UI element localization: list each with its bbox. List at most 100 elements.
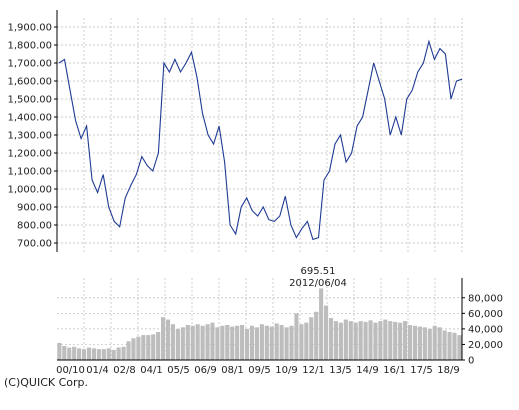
volume-bar <box>111 349 116 360</box>
price-y-tick-label: 1,900.00 <box>7 23 52 34</box>
volume-bar <box>190 325 195 360</box>
volume-bar <box>240 325 245 360</box>
volume-bar <box>175 328 180 360</box>
volume-bar <box>200 325 205 360</box>
x-tick-label: 14/9 <box>356 365 378 376</box>
volume-bar <box>220 325 225 360</box>
volume-bar <box>57 342 62 360</box>
volume-bar <box>368 320 373 360</box>
volume-bar <box>358 321 363 360</box>
price-y-axis-labels: 1,900.00 1,800.00 1,700.00 1,600.00 1,500.00… <box>7 23 52 250</box>
volume-bar <box>304 322 309 360</box>
x-tick-label: 06/9 <box>194 365 216 376</box>
volume-bar <box>324 305 329 360</box>
volume-bar <box>442 330 447 360</box>
volume-bar <box>86 347 92 360</box>
annotation-date: 2012/06/04 <box>289 278 347 289</box>
volume-bar <box>299 324 304 360</box>
volume-bar <box>314 311 319 360</box>
volume-bar <box>328 318 334 360</box>
volume-bar <box>259 324 264 360</box>
x-tick-label: 12/1 <box>302 365 324 376</box>
price-y-tick-label: 900.00 <box>17 203 52 214</box>
volume-bar <box>388 321 393 360</box>
volume-bar <box>343 319 348 360</box>
price-y-tick-label: 1,300.00 <box>7 131 52 142</box>
price-y-tick-label: 1,000.00 <box>7 185 52 196</box>
volume-bar <box>91 348 97 360</box>
volume-bar <box>77 348 82 360</box>
volume-bar <box>205 324 210 360</box>
volume-bar <box>146 335 151 360</box>
volume-bar <box>269 326 274 360</box>
x-tick-label: 09/5 <box>248 365 270 376</box>
volume-bar <box>126 341 131 360</box>
x-tick-label: 13/5 <box>329 365 351 376</box>
volume-bar <box>195 324 200 360</box>
price-grid <box>57 18 463 252</box>
volume-bar <box>383 319 388 360</box>
volume-bar <box>72 346 77 360</box>
volume-bar <box>106 348 111 360</box>
price-y-tick-label: 1,200.00 <box>7 149 52 160</box>
price-y-tick-label: 800.00 <box>17 221 52 232</box>
volume-bar <box>151 334 156 360</box>
volume-bar <box>407 325 413 360</box>
x-tick-label: 04/1 <box>140 365 162 376</box>
volume-bar <box>161 317 166 360</box>
volume-bar <box>353 322 358 360</box>
volume-bar <box>319 288 324 360</box>
price-y-tick-label: 1,800.00 <box>7 41 52 52</box>
volume-bar <box>432 325 437 360</box>
volume-bar <box>457 335 462 360</box>
volume-bar <box>67 347 72 360</box>
volume-y-tick-label: 40,000 <box>468 324 503 335</box>
volume-bar <box>165 319 171 360</box>
volume-bar <box>230 326 235 360</box>
volume-bar <box>210 322 215 360</box>
x-tick-label: 17/5 <box>410 365 432 376</box>
x-tick-label: 16/1 <box>383 365 405 376</box>
volume-bar <box>403 321 408 360</box>
volume-bar <box>284 327 289 360</box>
x-tick-label: 08/1 <box>221 365 243 376</box>
volume-bar <box>244 328 250 360</box>
volume-bar <box>249 325 255 360</box>
volume-bar <box>264 325 269 360</box>
volume-bar <box>452 332 457 360</box>
x-tick-label: 02/8 <box>113 365 135 376</box>
volume-bar <box>81 349 87 360</box>
volume-y-tick-label: 0 <box>468 356 474 367</box>
volume-bar <box>378 321 383 360</box>
volume-bar <box>101 349 106 360</box>
volume-bar <box>289 325 294 360</box>
price-y-tick-label: 1,400.00 <box>7 113 52 124</box>
volume-bar <box>437 327 442 360</box>
volume-bar <box>131 338 136 360</box>
volume-y-tick-label: 60,000 <box>468 309 503 320</box>
volume-bar <box>215 327 220 360</box>
volume-bar <box>180 327 185 360</box>
copyright-text: (C)QUICK Corp. <box>4 376 89 389</box>
volume-bar <box>96 349 101 360</box>
volume-bar <box>294 313 299 360</box>
volume-bar <box>398 322 403 360</box>
volume-bar <box>417 326 422 360</box>
x-tick-label: 00/10 <box>56 365 85 376</box>
volume-bar <box>373 322 378 360</box>
x-tick-label: 10/9 <box>275 365 297 376</box>
volume-bar <box>225 325 230 360</box>
volume-bar <box>422 327 427 360</box>
volume-bar <box>348 321 353 360</box>
volume-bar <box>62 346 67 360</box>
price-line <box>58 39 463 241</box>
volume-bar <box>333 321 339 360</box>
volume-bar <box>156 332 161 360</box>
x-axis-labels: 00/10 01/4 02/8 04/1 05/5 06/9 08/1 09/5 10/9 12/… <box>56 365 460 376</box>
volume-bar <box>279 325 284 360</box>
volume-bar <box>309 317 314 360</box>
volume-bar <box>141 335 146 360</box>
